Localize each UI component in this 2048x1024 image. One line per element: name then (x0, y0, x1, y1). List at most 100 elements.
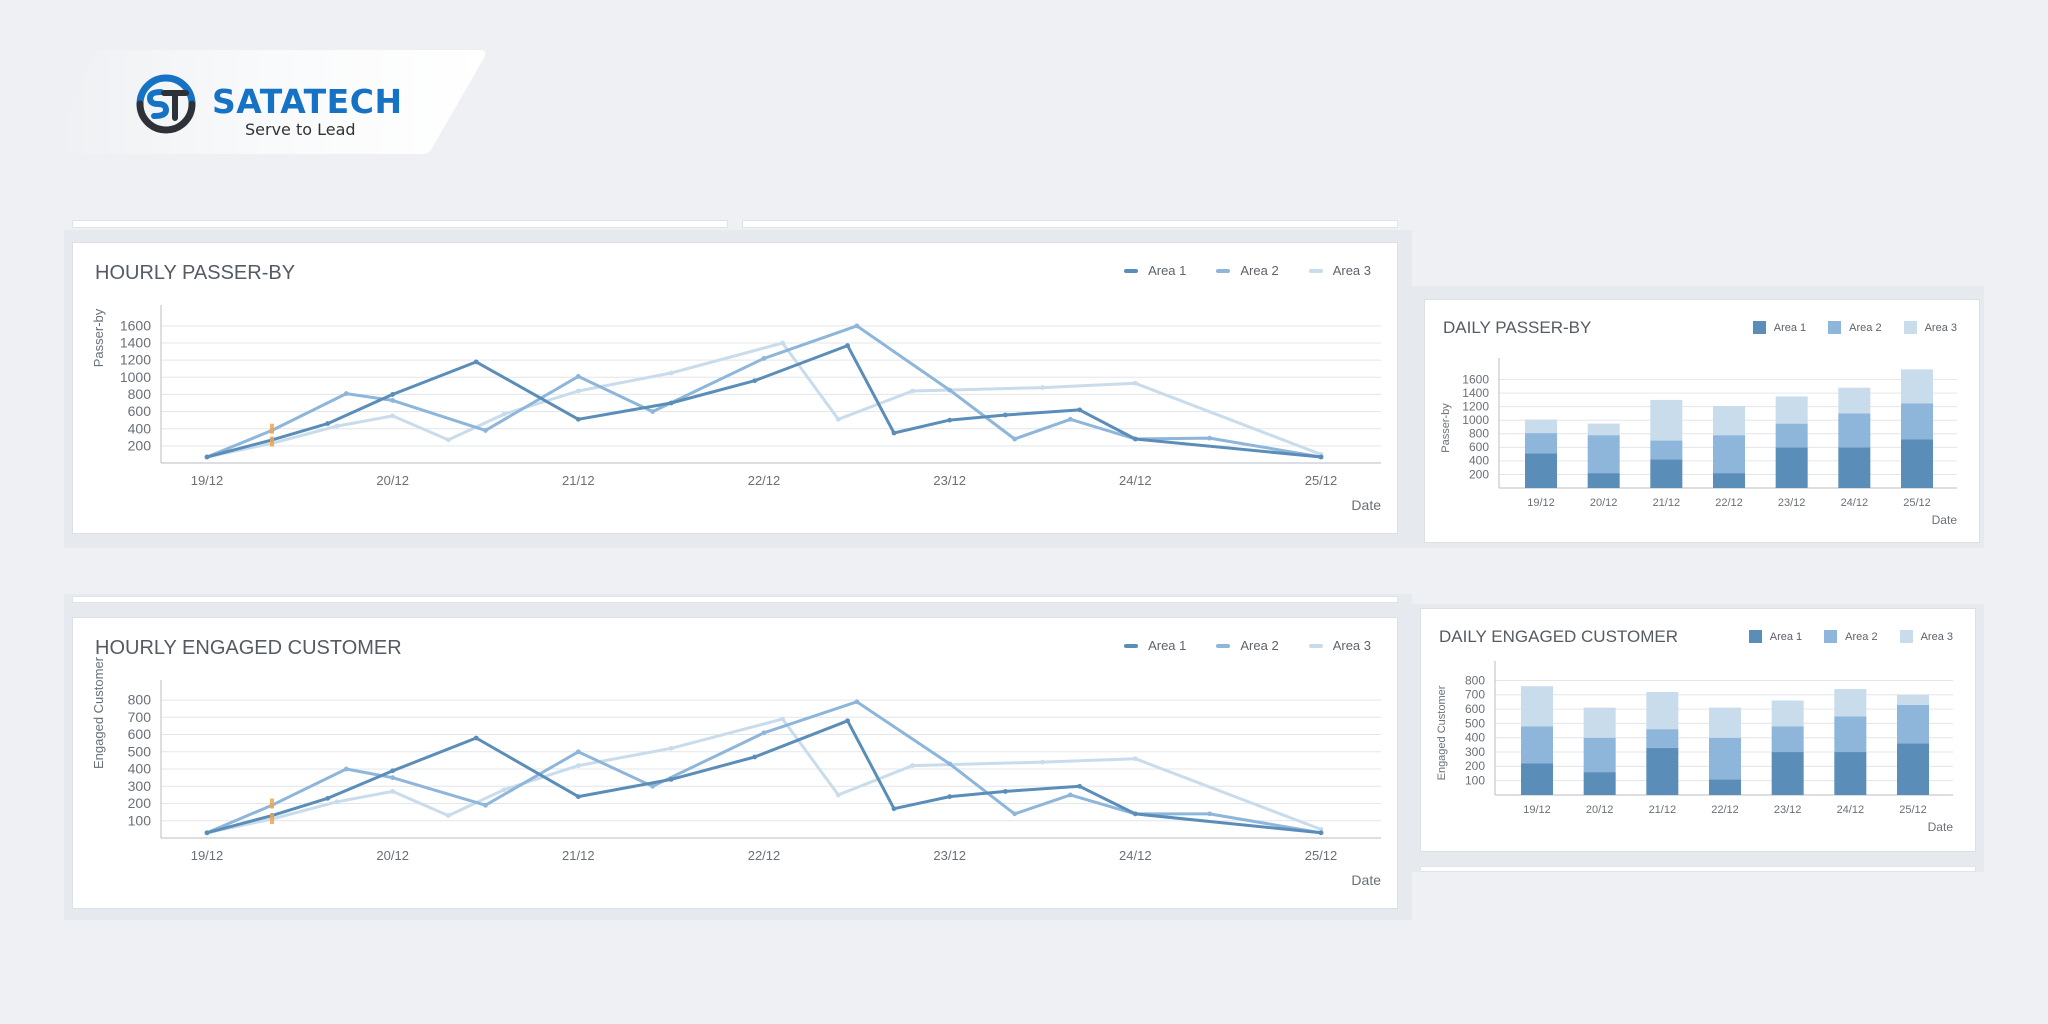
data-point-area-1 (891, 430, 897, 436)
legend-swatch-area-2 (1216, 643, 1231, 648)
data-point-area-1 (891, 806, 897, 812)
legend-swatch-area-3 (1903, 321, 1917, 334)
bar-area-3 (1521, 686, 1553, 727)
data-point-area-1 (1132, 436, 1138, 442)
legend-label: Area 3 (1920, 630, 1953, 643)
x-tick-label: 21/12 (1653, 497, 1681, 509)
series-line-area-3 (205, 717, 1323, 835)
y-tick-label: 1600 (1462, 372, 1489, 386)
data-point-area-3 (445, 437, 451, 443)
legend-item-area-1[interactable]: Area 1 (1748, 630, 1803, 643)
x-tick-label: 22/12 (1711, 804, 1739, 816)
data-point-area-3 (334, 423, 340, 429)
series-line-area-1 (205, 344, 1323, 459)
legend-swatch-area-3 (1308, 268, 1323, 273)
data-point-area-2 (650, 783, 655, 789)
data-point-area-1 (575, 794, 581, 800)
y-tick-label: 1400 (120, 335, 151, 351)
bar-area-2 (1901, 403, 1933, 440)
bar-area-1 (1650, 459, 1683, 488)
legend-swatch-area-1 (1124, 268, 1139, 273)
y-tick-label: 400 (1465, 731, 1485, 745)
daily-passer-by-card: DAILY PASSER-BY Area 1 Area 2 Area 3 200… (1424, 299, 1980, 543)
legend-item-area-3[interactable]: Area 3 (1899, 630, 1953, 643)
bar-area-3 (1713, 405, 1745, 436)
y-tick-label: 1000 (1462, 413, 1489, 427)
legend-item-area-1[interactable]: Area 1 (1124, 263, 1186, 278)
series-line-area-1 (205, 719, 1323, 835)
bar-area-2 (1897, 704, 1929, 744)
bar-area-3 (1646, 691, 1679, 730)
data-point-area-1 (1077, 783, 1083, 789)
data-point-area-2 (854, 699, 860, 705)
data-point-area-3 (668, 745, 674, 751)
x-tick-label: 21/12 (562, 473, 595, 488)
legend-label: Area 3 (1332, 638, 1371, 653)
x-tick-label: 24/12 (1119, 848, 1152, 863)
data-point-area-1 (575, 416, 581, 422)
legend-item-area-2[interactable]: Area 2 (1216, 263, 1279, 278)
data-point-area-3 (501, 787, 507, 793)
legend-item-area-2[interactable]: Area 2 (1824, 630, 1878, 643)
legend-label: Area 1 (1773, 321, 1807, 334)
data-point-area-1 (1002, 789, 1008, 794)
highlight-marker (269, 814, 274, 825)
data-point-area-3 (780, 716, 785, 722)
data-point-area-1 (325, 421, 331, 426)
legend-item-area-1[interactable]: Area 1 (1124, 638, 1186, 653)
data-point-area-1 (752, 378, 758, 384)
bar-area-3 (1838, 387, 1871, 414)
data-point-area-3 (1040, 759, 1045, 765)
hourly-engaged-title: HOURLY ENGAGED CUSTOMER (95, 637, 402, 659)
hourly-passer-by-legend: Area 1 Area 2 Area 3 (1124, 263, 1371, 278)
legend-item-area-2[interactable]: Area 2 (1216, 638, 1279, 653)
y-axis-label: Passer-by (91, 308, 106, 367)
bar-area-2 (1775, 423, 1808, 448)
x-tick-label: 20/12 (376, 473, 409, 488)
legend-item-area-3[interactable]: Area 3 (1308, 638, 1371, 653)
daily-passer-by-title: DAILY PASSER-BY (1443, 318, 1592, 337)
bar-area-1 (1525, 453, 1557, 488)
bar-area-1 (1897, 743, 1929, 795)
y-tick-label: 400 (128, 761, 152, 777)
data-point-area-3 (575, 388, 581, 394)
bar-area-1 (1771, 752, 1804, 795)
daily-engaged-card: DAILY ENGAGED CUSTOMER Area 1 Area 2 Are… (1420, 608, 1976, 852)
daily-engaged-legend: Area 1 Area 2 Area 3 (1748, 630, 1953, 643)
y-tick-label: 500 (1465, 716, 1485, 730)
legend-swatch-area-1 (1124, 643, 1139, 648)
data-point-area-3 (910, 763, 915, 768)
bar-area-3 (1709, 707, 1741, 738)
x-tick-label: 21/12 (1649, 804, 1677, 816)
bar-area-1 (1587, 473, 1620, 488)
bar-area-1 (1583, 772, 1616, 795)
y-tick-label: 200 (1469, 467, 1489, 481)
data-point-area-1 (1077, 407, 1083, 413)
bar-area-3 (1901, 369, 1933, 404)
legend-item-area-1[interactable]: Area 1 (1752, 321, 1807, 334)
data-point-area-1 (752, 754, 758, 760)
legend-item-area-3[interactable]: Area 3 (1308, 263, 1371, 278)
data-point-area-1 (947, 794, 953, 800)
data-point-area-1 (668, 400, 674, 406)
y-tick-label: 200 (128, 795, 152, 811)
data-point-area-2 (761, 730, 767, 736)
x-tick-label: 19/12 (191, 848, 224, 863)
data-point-area-2 (761, 356, 767, 361)
data-point-area-3 (910, 388, 915, 394)
data-point-area-3 (445, 813, 451, 818)
legend-label: Area 1 (1769, 630, 1803, 643)
data-point-area-1 (947, 417, 953, 423)
x-axis-label: Date (1928, 820, 1954, 834)
x-tick-label: 24/12 (1841, 497, 1869, 509)
legend-item-area-3[interactable]: Area 3 (1903, 321, 1957, 334)
brand-tagline: Serve to Lead (245, 120, 356, 139)
y-tick-label: 1000 (120, 369, 151, 385)
legend-swatch-area-1 (1752, 321, 1766, 334)
bar-area-1 (1834, 752, 1867, 795)
data-point-area-2 (1207, 435, 1212, 441)
legend-item-area-2[interactable]: Area 2 (1828, 321, 1882, 334)
bar-area-3 (1583, 707, 1616, 738)
bar-area-1 (1709, 779, 1741, 795)
